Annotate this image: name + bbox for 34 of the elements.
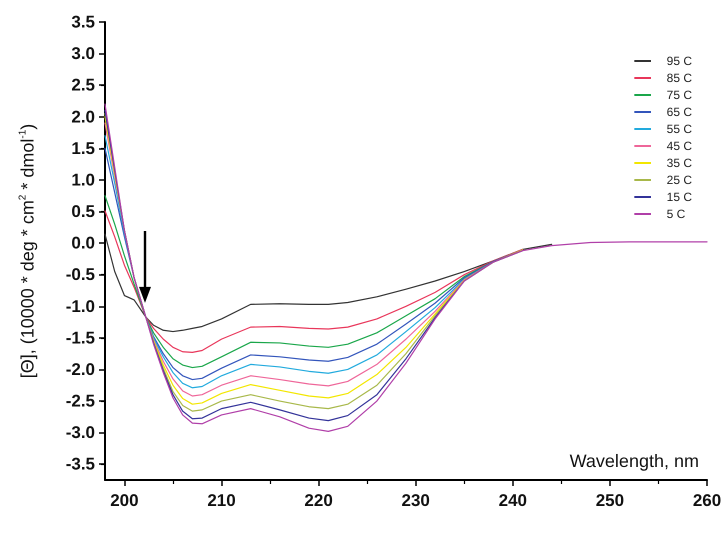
x-tick-label: 230 <box>402 491 430 510</box>
y-tick-label: -0.5 <box>66 265 95 284</box>
legend-label: 45 C <box>666 139 692 153</box>
y-tick-label: -1.0 <box>66 296 95 316</box>
y-axis-title: [Θ], (10000 * deg * cm2 * dmol-1) <box>18 124 38 378</box>
x-tick-label: 200 <box>110 491 139 510</box>
legend-label: 65 C <box>666 105 692 119</box>
x-tick-label: 250 <box>596 491 624 510</box>
y-tick-label: 0.0 <box>71 234 95 253</box>
y-tick-label: -3.0 <box>66 423 95 442</box>
legend-label: 35 C <box>666 156 692 170</box>
legend-label: 5 C <box>666 207 686 221</box>
y-tick-label: -2.0 <box>66 360 95 379</box>
legend-label: 55 C <box>666 122 692 136</box>
y-tick-label: -3.5 <box>66 454 95 474</box>
x-axis-title: Wavelength, nm <box>570 451 699 471</box>
y-tick-label: 0.5 <box>71 202 95 222</box>
y-tick-label: 2.5 <box>71 76 95 95</box>
x-tick-label: 220 <box>304 491 333 510</box>
legend-label: 95 C <box>666 54 692 68</box>
y-tick-label: 3.0 <box>71 44 95 64</box>
y-tick-label: 1.5 <box>71 138 95 158</box>
y-tick-label: 2.0 <box>71 107 95 126</box>
x-tick-label: 240 <box>498 491 527 510</box>
x-tick-label: 260 <box>692 491 722 510</box>
y-tick-label: -2.5 <box>66 392 95 411</box>
legend-label: 85 C <box>666 71 692 85</box>
y-tick-label: 1.0 <box>71 170 95 190</box>
legend-label: 15 C <box>666 190 692 204</box>
legend-label: 25 C <box>666 173 692 187</box>
y-tick-label: -1.5 <box>66 328 95 348</box>
legend-label: 75 C <box>666 88 692 102</box>
x-tick-label: 210 <box>207 491 236 510</box>
y-tick-label: 3.5 <box>71 12 95 32</box>
